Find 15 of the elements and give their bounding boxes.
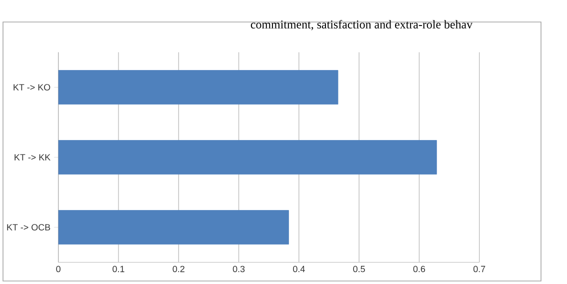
x-tick-label: 0.3 <box>232 266 245 272</box>
x-tick-label: 0.6 <box>413 266 426 272</box>
y-tick-label: KT -> KO <box>14 84 50 90</box>
x-tick-label: 0.5 <box>353 266 365 272</box>
y-tick-label: KT -> OCB <box>7 224 50 230</box>
x-tick-label: 0.7 <box>473 266 486 272</box>
bar <box>58 210 289 244</box>
chart-title: commitment, satisfaction and extra-role behav <box>250 20 473 30</box>
x-tick-label: 0.2 <box>172 266 184 272</box>
bar <box>58 140 437 174</box>
x-tick-label: 0 <box>56 266 60 272</box>
y-tick-label: KT -> KK <box>14 154 50 160</box>
x-tick-label: 0.4 <box>293 266 305 272</box>
bar <box>58 70 338 104</box>
x-tick-label: 0.1 <box>112 266 124 272</box>
